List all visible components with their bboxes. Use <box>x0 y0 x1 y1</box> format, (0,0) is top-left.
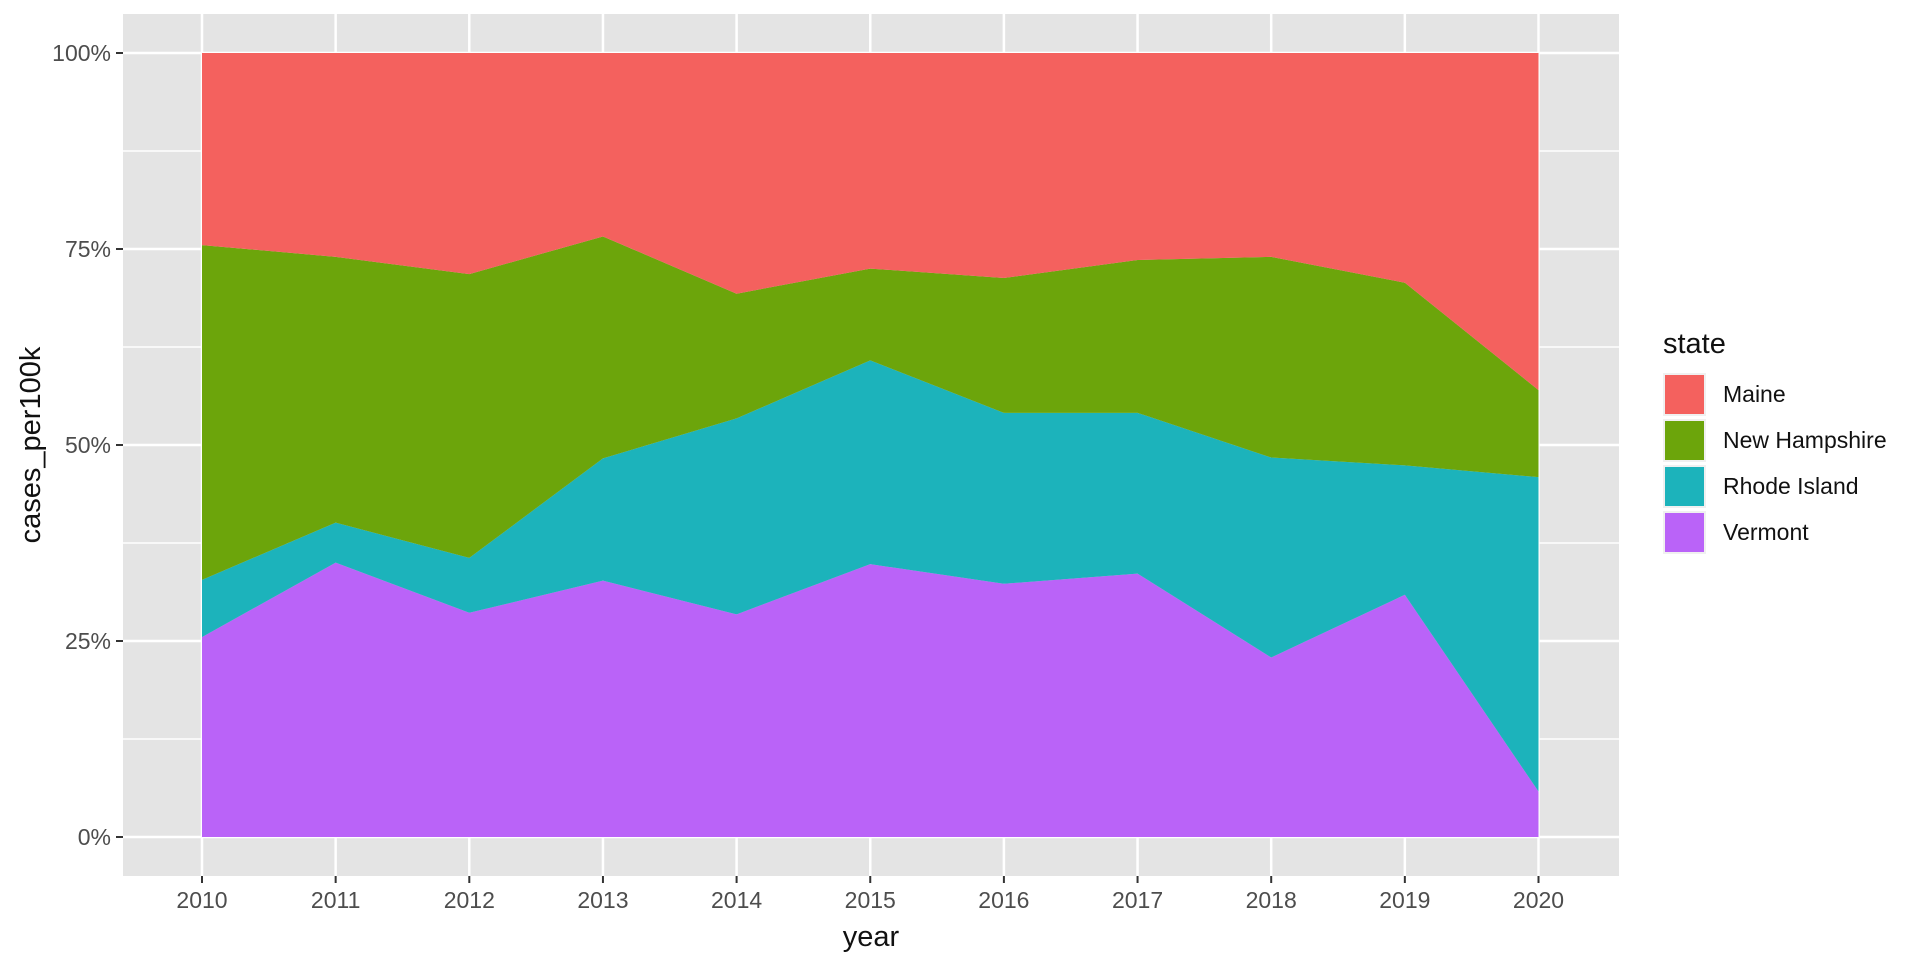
legend-key <box>1663 373 1706 416</box>
area-rhode-island <box>202 360 1539 792</box>
area-maine <box>202 53 1539 391</box>
legend-swatch-new-hampshire <box>1665 421 1704 460</box>
y-axis-title: cases_per100k <box>15 346 47 544</box>
legend-row-vermont: Vermont <box>1663 511 1887 554</box>
y-tick-label: 25% <box>64 628 111 654</box>
area-vermont <box>202 562 1539 837</box>
x-tick-label: 2019 <box>1379 887 1431 913</box>
legend-label: New Hampshire <box>1723 427 1887 453</box>
legend-row-maine: Maine <box>1663 373 1887 416</box>
y-tick-label: 0% <box>77 824 111 850</box>
legend-key <box>1663 465 1706 508</box>
area-new-hampshire <box>202 236 1539 580</box>
legend-row-new-hampshire: New Hampshire <box>1663 419 1887 462</box>
legend: state Maine New Hampshire Rhode Island Verm… <box>1663 328 1887 557</box>
legend-row-rhode-island: Rhode Island <box>1663 465 1887 508</box>
y-tick-label: 75% <box>64 236 111 262</box>
legend-rows: Maine New Hampshire Rhode Island Vermont <box>1663 373 1887 554</box>
x-tick-label: 2018 <box>1245 887 1297 913</box>
legend-swatch-maine <box>1665 375 1704 414</box>
legend-key <box>1663 419 1706 462</box>
x-tick-label: 2014 <box>711 887 763 913</box>
x-axis-title: year <box>842 921 900 953</box>
x-tick-label: 2013 <box>577 887 629 913</box>
y-tick-label: 100% <box>52 40 111 66</box>
x-tick-label: 2010 <box>176 887 228 913</box>
x-tick-label: 2020 <box>1512 887 1565 913</box>
legend-key <box>1663 511 1706 554</box>
x-tick-label: 2015 <box>844 887 896 913</box>
x-tick-label: 2011 <box>310 887 361 913</box>
legend-label: Maine <box>1723 381 1786 407</box>
legend-swatch-vermont <box>1665 513 1704 552</box>
legend-title: state <box>1663 328 1726 360</box>
x-tick-label: 2016 <box>978 887 1030 913</box>
legend-label: Rhode Island <box>1723 473 1859 499</box>
x-tick-label: 2017 <box>1111 887 1164 913</box>
y-tick-label: 50% <box>64 432 111 458</box>
legend-label: Vermont <box>1723 519 1809 545</box>
x-tick-label: 2012 <box>443 887 495 913</box>
legend-swatch-rhode-island <box>1665 467 1704 506</box>
